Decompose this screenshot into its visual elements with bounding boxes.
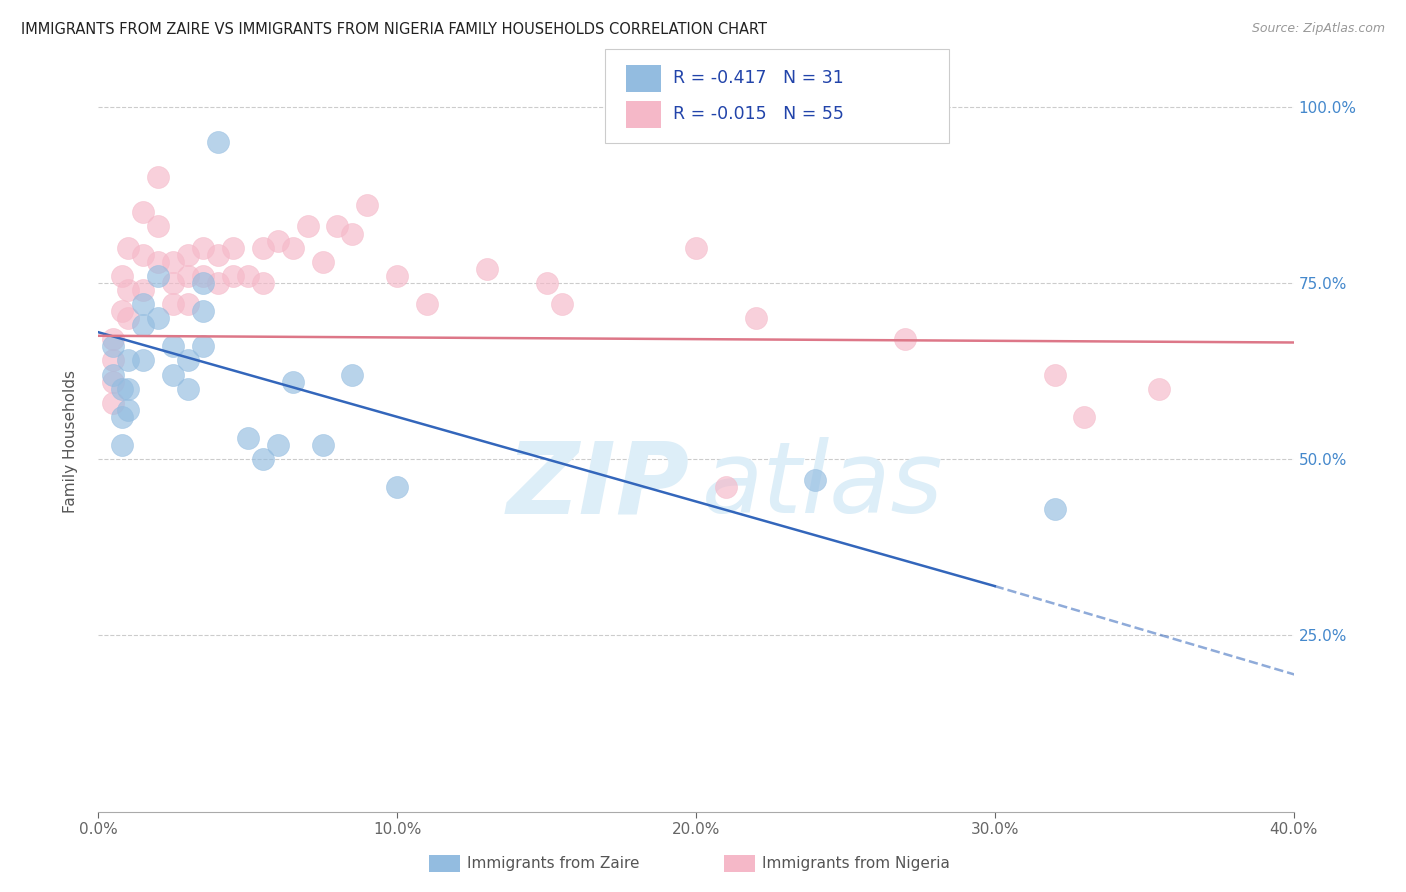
Point xyxy=(267,438,290,452)
Point xyxy=(162,339,184,353)
Point xyxy=(103,339,125,353)
Point xyxy=(111,438,134,452)
Point xyxy=(281,375,304,389)
Point xyxy=(550,297,572,311)
Point xyxy=(103,375,125,389)
Point xyxy=(311,254,333,268)
Point xyxy=(111,304,134,318)
Point xyxy=(385,268,409,283)
Point xyxy=(132,205,155,219)
Point xyxy=(162,297,184,311)
Point xyxy=(132,297,155,311)
Point xyxy=(103,368,125,382)
Point xyxy=(236,431,259,445)
Point xyxy=(191,241,214,255)
Point xyxy=(132,283,155,297)
Point xyxy=(894,332,917,346)
Point xyxy=(162,276,184,290)
Point xyxy=(207,248,229,262)
Point xyxy=(252,452,274,467)
Point xyxy=(342,368,364,382)
Point xyxy=(416,297,439,311)
Text: Source: ZipAtlas.com: Source: ZipAtlas.com xyxy=(1251,22,1385,36)
Point xyxy=(111,409,134,424)
Point xyxy=(714,480,737,494)
Point xyxy=(191,276,214,290)
Point xyxy=(1073,409,1095,424)
Point xyxy=(148,268,170,283)
Point xyxy=(281,241,304,255)
Text: R = -0.015   N = 55: R = -0.015 N = 55 xyxy=(673,105,845,123)
Point xyxy=(148,311,170,326)
Point xyxy=(111,382,134,396)
Text: Immigrants from Nigeria: Immigrants from Nigeria xyxy=(762,856,950,871)
Point xyxy=(103,332,125,346)
Text: R = -0.417   N = 31: R = -0.417 N = 31 xyxy=(673,70,844,87)
Point xyxy=(177,382,200,396)
Point xyxy=(222,268,245,283)
Point xyxy=(385,480,409,494)
Point xyxy=(177,248,200,262)
Point xyxy=(804,473,827,487)
Point xyxy=(117,353,139,368)
Point xyxy=(297,219,319,234)
Point xyxy=(252,276,274,290)
Point xyxy=(207,276,229,290)
Point xyxy=(162,368,184,382)
Point xyxy=(132,318,155,333)
Point xyxy=(1147,382,1170,396)
Point xyxy=(103,353,125,368)
Point xyxy=(191,339,214,353)
Point xyxy=(103,396,125,410)
Text: atlas: atlas xyxy=(702,437,943,534)
Point xyxy=(311,438,333,452)
Text: ZIP: ZIP xyxy=(508,437,690,534)
Point xyxy=(148,219,170,234)
Point xyxy=(191,304,214,318)
Point xyxy=(177,353,200,368)
Point xyxy=(342,227,364,241)
Point xyxy=(207,135,229,149)
Point xyxy=(222,241,245,255)
Point xyxy=(236,268,259,283)
Point xyxy=(117,283,139,297)
Point xyxy=(252,241,274,255)
Text: Immigrants from Zaire: Immigrants from Zaire xyxy=(467,856,640,871)
Point xyxy=(117,382,139,396)
Point xyxy=(111,268,134,283)
Point xyxy=(745,311,768,326)
Point xyxy=(685,241,707,255)
Point xyxy=(1043,501,1066,516)
Point xyxy=(475,261,498,276)
Point xyxy=(267,234,290,248)
Point xyxy=(191,268,214,283)
Point xyxy=(148,170,170,185)
Point xyxy=(536,276,558,290)
Point xyxy=(117,241,139,255)
Y-axis label: Family Households: Family Households xyxy=(63,370,77,513)
Point xyxy=(132,353,155,368)
Point xyxy=(148,254,170,268)
Point xyxy=(177,297,200,311)
Point xyxy=(177,268,200,283)
Point xyxy=(117,311,139,326)
Text: IMMIGRANTS FROM ZAIRE VS IMMIGRANTS FROM NIGERIA FAMILY HOUSEHOLDS CORRELATION C: IMMIGRANTS FROM ZAIRE VS IMMIGRANTS FROM… xyxy=(21,22,768,37)
Point xyxy=(117,402,139,417)
Point xyxy=(162,254,184,268)
Point xyxy=(1043,368,1066,382)
Point xyxy=(326,219,349,234)
Point xyxy=(132,248,155,262)
Point xyxy=(356,198,378,212)
